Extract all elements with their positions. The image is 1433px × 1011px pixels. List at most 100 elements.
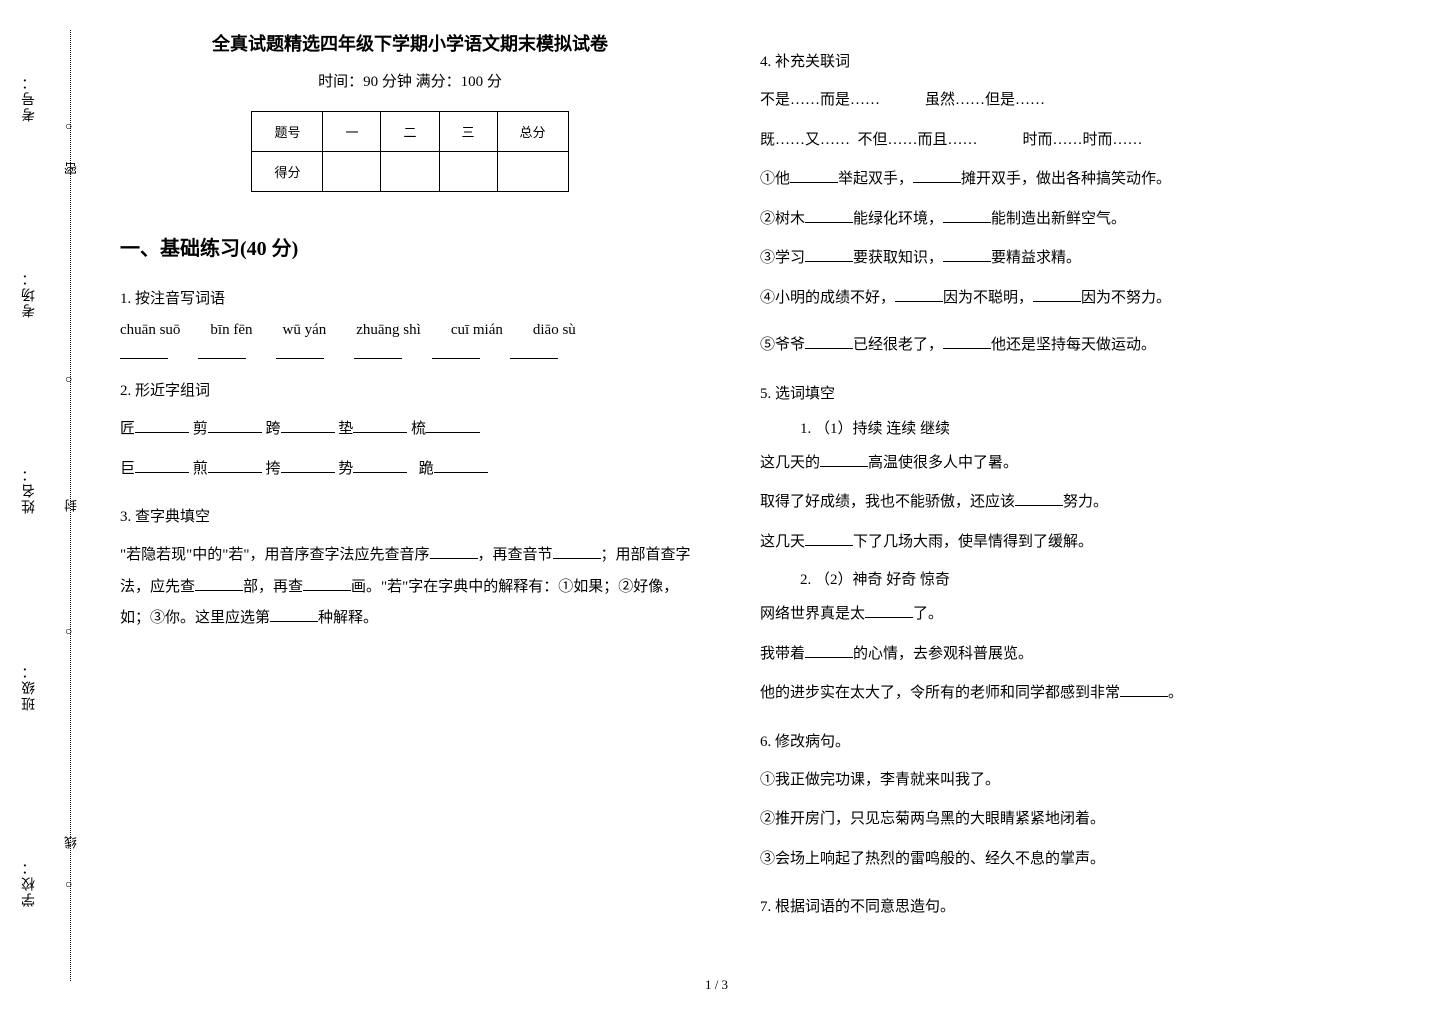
q5-g2-l3: 他的进步实在太大了，令所有的老师和同学都感到非常。 <box>760 678 1340 710</box>
q2-label: 2. 形近字组词 <box>120 379 700 400</box>
blank <box>805 640 853 658</box>
score-table: 题号 一 二 三 总分 得分 <box>251 111 568 192</box>
blank <box>943 244 991 262</box>
pinyin: diāo sù <box>533 322 576 339</box>
blank <box>353 455 407 473</box>
blank <box>805 331 853 349</box>
q4-pairs2: 既……又…… 不但……而且…… 时而……时而…… <box>760 125 1340 157</box>
q1-pinyin-row: chuān suō bīn fēn wū yán zhuāng shì cuī … <box>120 322 700 339</box>
blank <box>354 341 402 359</box>
label-number: 考号： <box>20 74 40 122</box>
blank <box>198 341 246 359</box>
q4-line4: ④小明的成绩不好，因为不聪明，因为不努力。 <box>760 283 1340 315</box>
blank <box>1120 679 1168 697</box>
blank <box>426 415 480 433</box>
blank <box>895 284 943 302</box>
q5-g2-label: 2. （2）神奇 好奇 惊奇 <box>800 568 1340 589</box>
q4-line2: ②树木能绿化环境，能制造出新鲜空气。 <box>760 204 1340 236</box>
blank <box>195 573 243 591</box>
blank <box>281 455 335 473</box>
q3-body: "若隐若现"中的"若"，用音序查字法应先查音序，再查音节；用部首查字法，应先查部… <box>120 540 700 635</box>
th-label: 题号 <box>252 112 323 152</box>
score-cell <box>497 152 568 192</box>
blank <box>281 415 335 433</box>
blank <box>553 541 601 559</box>
exam-title: 全真试题精选四年级下学期小学语文期末模拟试卷 <box>120 30 700 56</box>
q4-line1: ①他举起双手，摊开双手，做出各种搞笑动作。 <box>760 164 1340 196</box>
score-cell <box>439 152 497 192</box>
q5-g1-label: 1. （1）持续 连续 继续 <box>800 417 1340 438</box>
blank <box>805 528 853 546</box>
q2-row1: 匠 剪 跨 垫 梳 <box>120 414 700 446</box>
blank <box>510 341 558 359</box>
blank <box>208 455 262 473</box>
blank <box>805 205 853 223</box>
blank <box>135 455 189 473</box>
q6-l2: ②推开房门，只见忘菊两乌黑的大眼睛紧紧地闭着。 <box>760 804 1340 836</box>
label-name: 姓名： <box>20 466 40 514</box>
th-2: 二 <box>381 112 439 152</box>
pinyin: chuān suō <box>120 322 180 339</box>
blank <box>913 165 961 183</box>
q4-label: 4. 补充关联词 <box>760 50 1340 71</box>
q5-g1-l2: 取得了好成绩，我也不能骄傲，还应该努力。 <box>760 487 1340 519</box>
q5-label: 5. 选词填空 <box>760 382 1340 403</box>
q5-g1-l3: 这几天下了几场大雨，使旱情得到了缓解。 <box>760 527 1340 559</box>
binding-labels: 学校： 班级： 姓名： 考场： 考号： <box>20 0 40 981</box>
th-1: 一 <box>323 112 381 152</box>
th-3: 三 <box>439 112 497 152</box>
q5-g2-l1: 网络世界真是太了。 <box>760 599 1340 631</box>
blank <box>353 415 407 433</box>
pinyin: zhuāng shì <box>356 322 421 339</box>
q1-blank-row <box>120 341 700 359</box>
row-score-label: 得分 <box>252 152 323 192</box>
right-column: 4. 补充关联词 不是……而是…… 虽然……但是…… 既……又…… 不但……而且… <box>730 0 1370 1011</box>
q4-line3: ③学习要获取知识，要精益求精。 <box>760 243 1340 275</box>
q4-line5: ⑤爷爷已经很老了，他还是坚持每天做运动。 <box>760 330 1340 362</box>
blank <box>270 604 318 622</box>
blank <box>1033 284 1081 302</box>
blank <box>430 541 478 559</box>
blank <box>865 600 913 618</box>
q3-label: 3. 查字典填空 <box>120 505 700 526</box>
q7-label: 7. 根据词语的不同意思造句。 <box>760 895 1340 916</box>
label-room: 考场： <box>20 270 40 318</box>
label-class: 班级： <box>20 663 40 711</box>
blank <box>943 205 991 223</box>
pinyin: cuī mián <box>451 322 503 339</box>
blank <box>276 341 324 359</box>
blank <box>790 165 838 183</box>
content-area: 全真试题精选四年级下学期小学语文期末模拟试卷 时间：90 分钟 满分：100 分… <box>90 0 1433 1011</box>
q5-g2-l2: 我带着的心情，去参观科普展览。 <box>760 639 1340 671</box>
q4-pairs1: 不是……而是…… 虽然……但是…… <box>760 85 1340 117</box>
exam-subtitle: 时间：90 分钟 满分：100 分 <box>120 70 700 91</box>
blank <box>434 455 488 473</box>
left-column: 全真试题精选四年级下学期小学语文期末模拟试卷 时间：90 分钟 满分：100 分… <box>90 0 730 1011</box>
table-row: 题号 一 二 三 总分 <box>252 112 568 152</box>
section-heading: 一、基础练习(40 分) <box>120 232 700 261</box>
blank <box>432 341 480 359</box>
blank <box>135 415 189 433</box>
blank <box>943 331 991 349</box>
page-number: 1 / 3 <box>705 977 728 993</box>
blank <box>1015 488 1063 506</box>
q6-label: 6. 修改病句。 <box>760 730 1340 751</box>
q6-l1: ①我正做完功课，李青就来叫我了。 <box>760 765 1340 797</box>
blank <box>303 573 351 591</box>
blank <box>120 341 168 359</box>
binding-margin: ○○○○ 密 封 线 学校： 班级： 姓名： 考场： 考号： <box>0 0 90 1011</box>
score-cell <box>323 152 381 192</box>
binding-seal-text: 密 封 线 <box>62 0 81 1011</box>
blank <box>820 449 868 467</box>
q2-row2: 巨 煎 挎 势 跪 <box>120 454 700 486</box>
th-total: 总分 <box>497 112 568 152</box>
table-row: 得分 <box>252 152 568 192</box>
blank <box>208 415 262 433</box>
q6-l3: ③会场上响起了热烈的雷鸣般的、经久不息的掌声。 <box>760 844 1340 876</box>
blank <box>805 244 853 262</box>
pinyin: wū yán <box>282 322 326 339</box>
q1-label: 1. 按注音写词语 <box>120 287 700 308</box>
label-school: 学校： <box>20 859 40 907</box>
q5-g1-l1: 这几天的高温使很多人中了暑。 <box>760 448 1340 480</box>
pinyin: bīn fēn <box>210 322 252 339</box>
